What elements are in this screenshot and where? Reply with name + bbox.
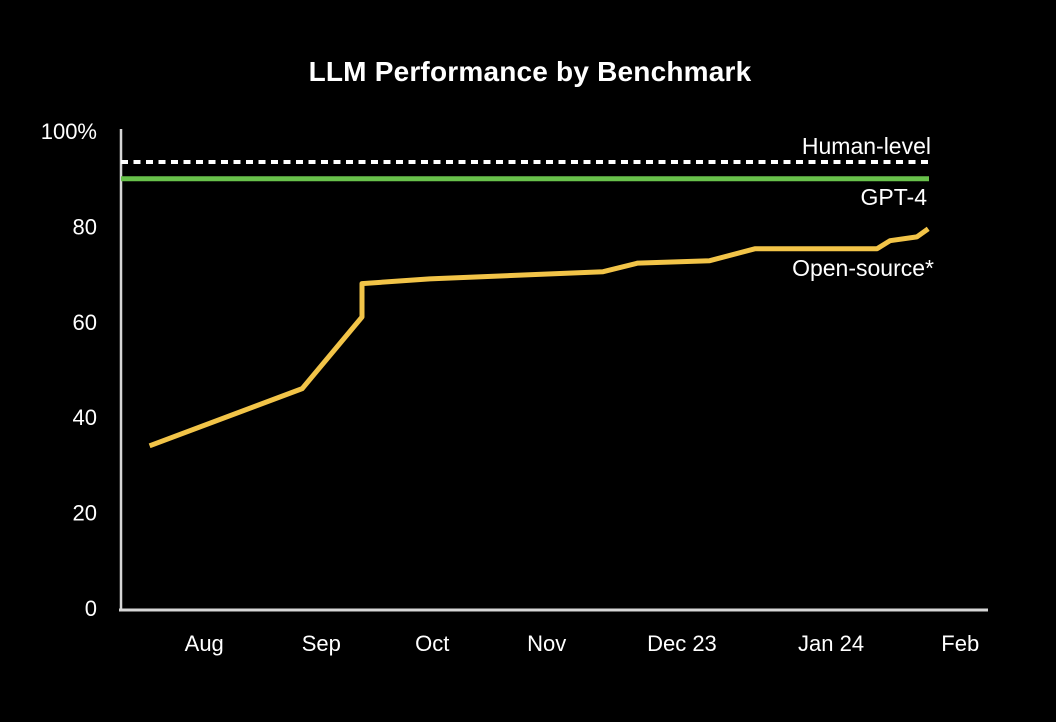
human-level-label: Human-level: [802, 133, 931, 159]
y-tick-label: 80: [73, 214, 97, 239]
y-tick-label: 100%: [41, 119, 97, 144]
y-tick-label: 60: [73, 310, 97, 335]
x-tick-label: Dec 23: [647, 631, 717, 656]
open-source-label: Open-source*: [792, 255, 934, 281]
y-tick-label: 40: [73, 405, 97, 430]
gpt4-label: GPT-4: [861, 184, 928, 210]
y-axis-labels: 100% 80 60 40 20 0: [41, 119, 97, 621]
y-tick-label: 0: [85, 596, 97, 621]
series-line-open-source-: [148, 226, 930, 449]
x-tick-label: Aug: [185, 631, 224, 656]
series-lines: [121, 160, 930, 449]
x-axis-labels: Aug Sep Oct Nov Dec 23 Jan 24 Feb: [185, 631, 980, 656]
y-tick-label: 20: [73, 501, 97, 526]
chart-title: LLM Performance by Benchmark: [309, 56, 752, 87]
x-tick-label: Sep: [302, 631, 341, 656]
x-tick-label: Oct: [415, 631, 449, 656]
x-tick-label: Feb: [941, 631, 979, 656]
axes: [119, 129, 988, 612]
x-tick-label: Jan 24: [798, 631, 864, 656]
x-tick-label: Nov: [527, 631, 566, 656]
